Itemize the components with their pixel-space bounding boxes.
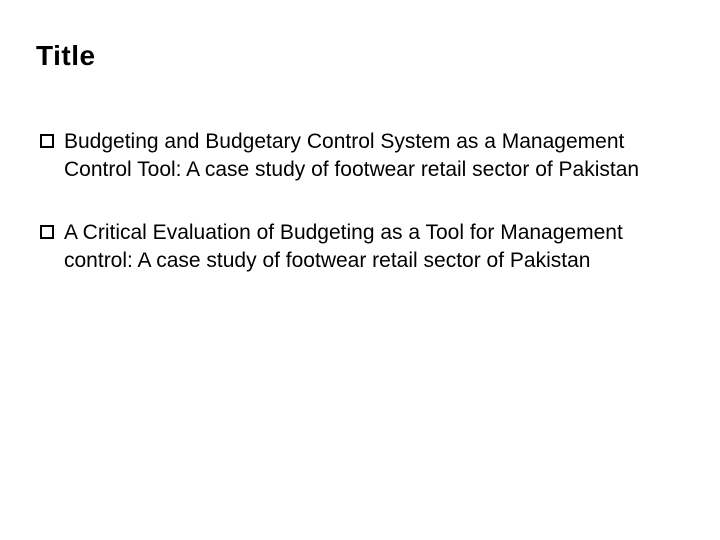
list-item: A Critical Evaluation of Budgeting as a … xyxy=(40,219,684,276)
hollow-square-icon xyxy=(40,134,54,148)
hollow-square-icon xyxy=(40,225,54,239)
bullet-list: Budgeting and Budgetary Control System a… xyxy=(36,128,684,275)
list-item: Budgeting and Budgetary Control System a… xyxy=(40,128,684,185)
slide-heading: Title xyxy=(36,40,684,72)
bullet-text: A Critical Evaluation of Budgeting as a … xyxy=(64,219,674,276)
bullet-text: Budgeting and Budgetary Control System a… xyxy=(64,128,674,185)
slide: Title Budgeting and Budgetary Control Sy… xyxy=(0,0,720,540)
